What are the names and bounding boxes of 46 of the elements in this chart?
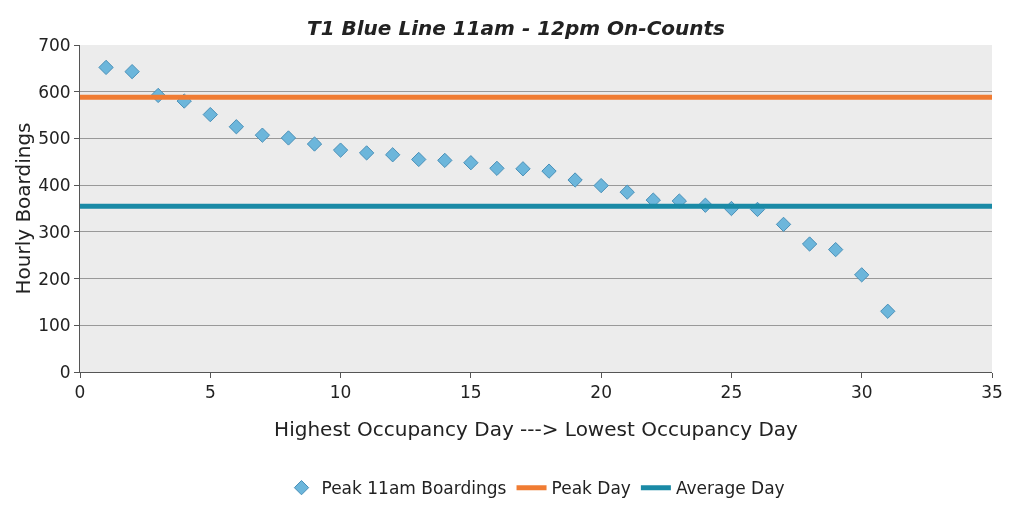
y-tick-label: 500 (38, 128, 71, 149)
legend-label: Average Day (675, 478, 785, 499)
x-tick-label: 30 (850, 382, 873, 403)
point (801, 236, 818, 252)
x-tick-label: 5 (204, 382, 216, 403)
point (254, 127, 271, 143)
y-tick-label: 200 (38, 268, 71, 289)
y-tick-label: 300 (38, 221, 71, 242)
y-tick-label: 100 (38, 315, 71, 336)
point (489, 160, 505, 176)
point (775, 216, 792, 233)
point (385, 147, 401, 163)
point (280, 130, 297, 146)
x-tick-label: 35 (981, 382, 1003, 403)
x-tick-label: 25 (720, 382, 743, 403)
x-tick-label: 15 (460, 382, 482, 403)
x-tick-label: 20 (590, 382, 612, 403)
x-tick-label: 0 (74, 382, 86, 403)
point (411, 151, 427, 168)
point (228, 119, 244, 135)
point (202, 106, 218, 123)
legend-label: Peak 11am Boardings (321, 478, 507, 499)
point (854, 267, 870, 283)
y-tick-label: 600 (38, 81, 71, 102)
point (880, 303, 896, 319)
point (515, 161, 531, 177)
point (437, 152, 453, 169)
point (463, 155, 479, 171)
x-axis-title: Highest Occupancy Day ---> Lowest Occupancy Day (274, 416, 799, 441)
point (358, 145, 375, 161)
point (332, 142, 349, 158)
y-tick-label: 0 (59, 361, 71, 382)
point (619, 184, 635, 200)
y-tick-label: 700 (38, 34, 71, 55)
chart-title: T1 Blue Line 11am - 12pm On-Counts (307, 15, 726, 40)
x-tick-label: 10 (329, 382, 352, 403)
point (306, 136, 323, 152)
y-axis-title: Hourly Boardings (11, 122, 35, 295)
legend-label: Peak Day (551, 478, 631, 499)
point (98, 59, 114, 76)
y-tick-label: 400 (38, 175, 71, 196)
point (828, 241, 844, 258)
point (541, 163, 557, 179)
point (593, 177, 609, 194)
point (124, 63, 140, 80)
point (567, 172, 583, 188)
